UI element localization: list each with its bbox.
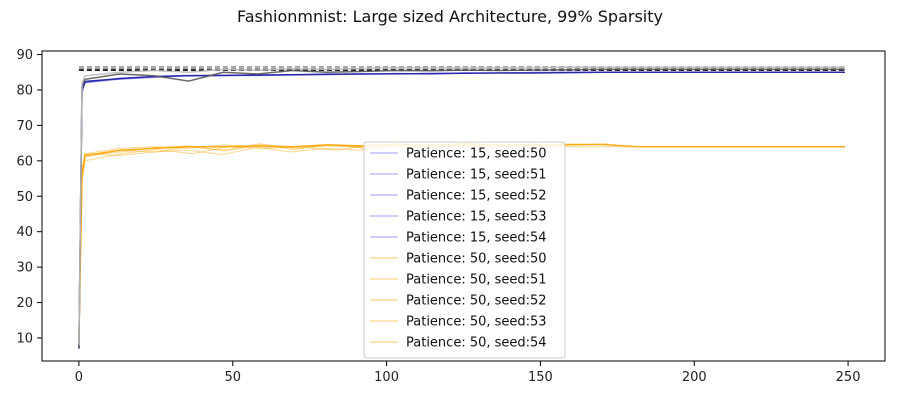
y-tick-label: 70 bbox=[16, 119, 33, 134]
y-tick-label: 40 bbox=[16, 225, 33, 240]
legend-label: Patience: 15, seed:50 bbox=[406, 147, 547, 162]
y-tick-label: 60 bbox=[16, 154, 33, 169]
legend-label: Patience: 50, seed:51 bbox=[406, 273, 547, 288]
legend-label: Patience: 50, seed:53 bbox=[406, 315, 547, 330]
y-tick-label: 30 bbox=[16, 261, 33, 276]
legend-label: Patience: 50, seed:52 bbox=[406, 294, 547, 309]
series-line bbox=[78, 66, 845, 346]
x-tick-label: 200 bbox=[682, 370, 707, 385]
x-axis: 0 50 100 150 200 250 bbox=[75, 361, 861, 385]
legend-label: Patience: 15, seed:54 bbox=[406, 231, 547, 246]
y-tick-label: 80 bbox=[16, 83, 33, 98]
x-tick-label: 100 bbox=[374, 370, 399, 385]
plot-area-frame bbox=[41, 50, 886, 362]
legend-label: Patience: 50, seed:54 bbox=[406, 336, 547, 351]
x-tick-label: 150 bbox=[528, 370, 553, 385]
x-tick-label: 250 bbox=[836, 370, 861, 385]
y-tick-label: 50 bbox=[16, 190, 33, 205]
legend-label: Patience: 15, seed:51 bbox=[406, 168, 547, 183]
x-tick-label: 0 bbox=[75, 370, 83, 385]
legend: Patience: 15, seed:50 Patience: 15, seed:… bbox=[363, 141, 566, 359]
legend-label: Patience: 15, seed:52 bbox=[406, 189, 547, 204]
legend-box bbox=[363, 141, 566, 359]
series-line bbox=[78, 68, 845, 349]
chart-title: Fashionmnist: Large sized Architecture, … bbox=[237, 7, 663, 26]
y-tick-label: 90 bbox=[16, 48, 33, 63]
y-tick-label: 20 bbox=[16, 296, 33, 311]
legend-label: Patience: 50, seed:50 bbox=[406, 252, 547, 267]
y-tick-label: 10 bbox=[16, 331, 33, 346]
x-tick-label: 50 bbox=[224, 370, 241, 385]
y-axis: 10 20 30 40 50 60 70 80 90 bbox=[16, 48, 42, 346]
legend-label: Patience: 15, seed:53 bbox=[406, 210, 547, 225]
